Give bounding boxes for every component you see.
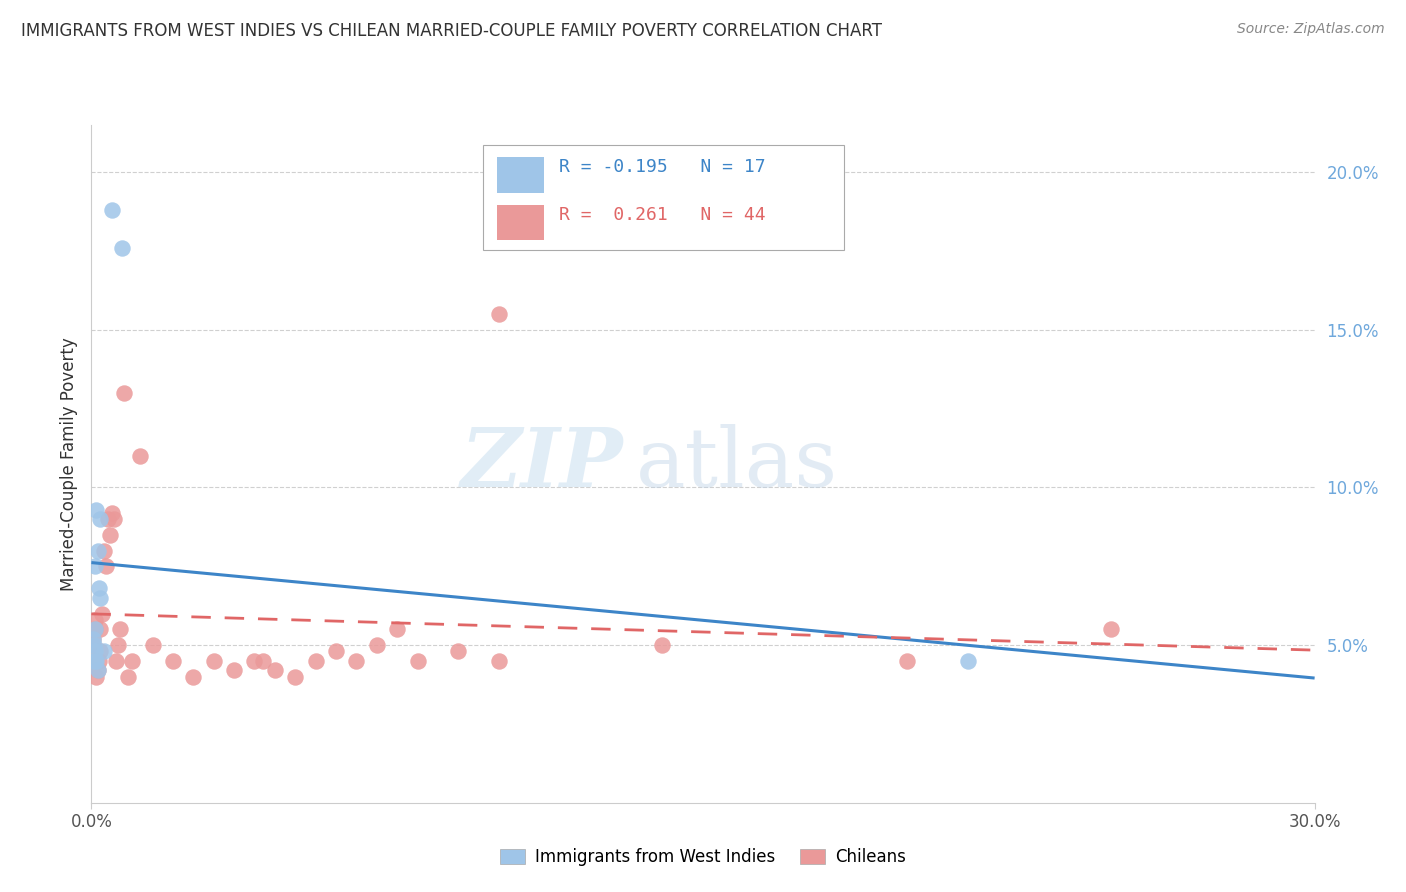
- Point: [107, 638, 129, 652]
- Point: [957, 654, 980, 668]
- Point: [896, 654, 918, 668]
- Point: [651, 638, 673, 652]
- Point: [93, 543, 115, 558]
- Point: [129, 449, 152, 463]
- Point: [94, 559, 117, 574]
- Point: [346, 654, 368, 668]
- Point: [117, 670, 139, 684]
- Point: [447, 644, 470, 658]
- Point: [385, 623, 409, 637]
- Point: [86, 543, 108, 558]
- Text: IMMIGRANTS FROM WEST INDIES VS CHILEAN MARRIED-COUPLE FAMILY POVERTY CORRELATION: IMMIGRANTS FROM WEST INDIES VS CHILEAN M…: [21, 22, 882, 40]
- Legend: Immigrants from West Indies, Chileans: Immigrants from West Indies, Chileans: [494, 841, 912, 872]
- Point: [284, 670, 307, 684]
- Point: [103, 512, 125, 526]
- Point: [89, 623, 111, 637]
- Text: atlas: atlas: [636, 424, 838, 504]
- Point: [222, 664, 246, 678]
- Point: [325, 644, 347, 658]
- Text: R =  0.261   N = 44: R = 0.261 N = 44: [558, 205, 765, 224]
- Point: [89, 591, 111, 605]
- Point: [112, 385, 135, 400]
- Point: [83, 559, 105, 574]
- Text: R = -0.195   N = 17: R = -0.195 N = 17: [558, 158, 765, 177]
- Point: [97, 512, 120, 526]
- Point: [488, 654, 510, 668]
- Point: [82, 632, 104, 646]
- Point: [202, 654, 225, 668]
- Point: [82, 632, 104, 646]
- Text: Source: ZipAtlas.com: Source: ZipAtlas.com: [1237, 22, 1385, 37]
- Point: [93, 644, 115, 658]
- FancyBboxPatch shape: [498, 157, 544, 193]
- Y-axis label: Married-Couple Family Poverty: Married-Couple Family Poverty: [59, 337, 77, 591]
- Point: [406, 654, 429, 668]
- Point: [83, 644, 105, 658]
- Point: [90, 607, 112, 621]
- Point: [1099, 623, 1122, 637]
- Point: [87, 654, 110, 668]
- Point: [121, 654, 143, 668]
- Point: [89, 644, 111, 658]
- Point: [183, 670, 205, 684]
- Point: [84, 502, 107, 516]
- FancyBboxPatch shape: [498, 204, 544, 240]
- Point: [366, 638, 388, 652]
- Text: ZIP: ZIP: [461, 424, 623, 504]
- Point: [83, 638, 105, 652]
- Point: [101, 202, 124, 217]
- Point: [87, 582, 110, 596]
- Point: [111, 241, 134, 255]
- Point: [104, 654, 127, 668]
- Point: [101, 506, 124, 520]
- Point: [83, 623, 105, 637]
- Point: [84, 613, 107, 627]
- Point: [84, 654, 107, 668]
- Point: [98, 528, 121, 542]
- Point: [141, 638, 163, 652]
- Point: [84, 654, 107, 668]
- Point: [82, 638, 104, 652]
- Point: [162, 654, 184, 668]
- Point: [252, 654, 274, 668]
- Point: [488, 307, 510, 321]
- Point: [264, 664, 287, 678]
- Point: [86, 664, 108, 678]
- Point: [243, 654, 266, 668]
- Point: [84, 623, 107, 637]
- Point: [108, 623, 131, 637]
- Point: [304, 654, 326, 668]
- Point: [89, 512, 111, 526]
- FancyBboxPatch shape: [482, 145, 844, 251]
- Point: [86, 664, 108, 678]
- Point: [84, 670, 107, 684]
